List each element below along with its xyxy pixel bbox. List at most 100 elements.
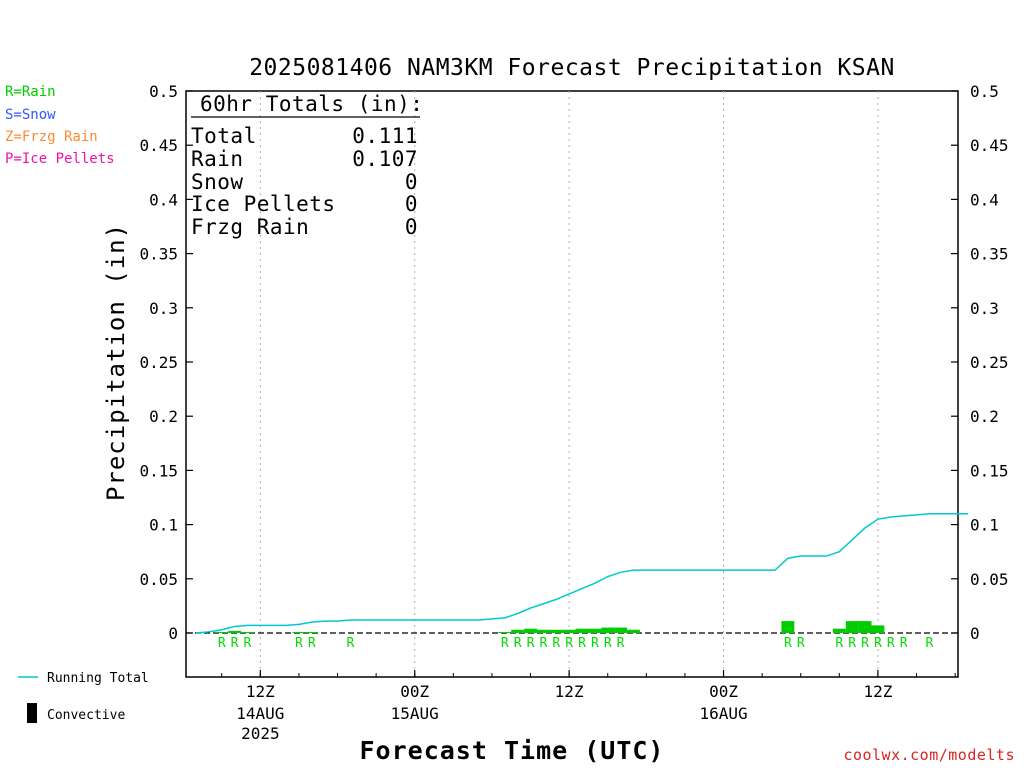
legend-rain: R=Rain <box>5 84 56 100</box>
precip-type-marker: R <box>797 636 805 651</box>
rain-bar <box>241 631 254 633</box>
precip-type-marker: R <box>231 636 239 651</box>
y-tick-label-left: 0.4 <box>149 190 178 209</box>
y-tick-label-left: 0.25 <box>139 353 178 372</box>
y-tick-label-left: 0.05 <box>139 570 178 589</box>
precip-type-marker: R <box>578 636 586 651</box>
running-total-path <box>195 513 968 634</box>
precip-type-marker: R <box>308 636 316 651</box>
y-tick-label-right: 0.4 <box>970 190 999 209</box>
x-tick-label: 00Z <box>709 682 738 701</box>
precip-type-marker: R <box>218 636 226 651</box>
y-tick-label-right: 0.1 <box>970 516 999 535</box>
rain-bars <box>215 621 885 633</box>
rain-bar <box>871 625 885 633</box>
rain-bar <box>524 628 537 633</box>
precip-type-marker: R <box>346 636 354 651</box>
rain-bar <box>845 621 859 633</box>
precip-type-marker: R <box>861 636 869 651</box>
convective-legend-label: Convective <box>47 708 125 723</box>
totals-box: 60hr Totals (in): Total 0.111 Rain 0.107… <box>191 92 423 239</box>
running-total-line <box>195 513 968 634</box>
precip-type-marker: R <box>900 636 908 651</box>
y-tick-label-right: 0.2 <box>970 407 999 426</box>
legend-frzg-rain: Z=Frzg Rain <box>5 129 98 145</box>
series-legend: Running Total Convective <box>18 671 149 723</box>
y-tick-label-left: 0.2 <box>149 407 178 426</box>
y-axis-ticks: 0 00.05 0.050.1 0.10.15 0.150.2 0.20.25 0.250.… <box>139 82 1008 643</box>
totals-value-ice-pellets: 0 <box>405 192 418 216</box>
y-axis-label: Precipitation (in) <box>102 223 130 501</box>
y-tick-label-left: 0 <box>168 624 178 643</box>
totals-value-total: 0.111 <box>352 124 418 148</box>
y-tick-label-right: 0.45 <box>970 136 1009 155</box>
totals-label-rain: Rain <box>191 147 244 171</box>
totals-header: 60hr Totals (in): <box>200 92 423 116</box>
rain-bar <box>215 631 229 633</box>
precip-type-marker: R <box>565 636 573 651</box>
x-tick-date: 14AUG <box>236 704 284 723</box>
precip-type-marker: R <box>604 636 612 651</box>
rain-bar <box>511 629 525 633</box>
chart-title: 2025081406 NAM3KM Forecast Precipitation… <box>249 55 895 81</box>
totals-value-snow: 0 <box>405 170 418 194</box>
rain-bar <box>575 628 589 633</box>
x-tick-label: 12Z <box>863 682 892 701</box>
x-tick-label: 00Z <box>400 682 429 701</box>
x-axis-label: Forecast Time (UTC) <box>360 736 665 765</box>
x-tick-year: 2025 <box>241 724 280 743</box>
legend-snow: S=Snow <box>5 107 56 123</box>
rain-bar <box>781 621 795 633</box>
rain-bar <box>228 630 242 633</box>
precip-type-marker: R <box>244 636 252 651</box>
rain-bar <box>588 628 602 633</box>
rain-bar <box>305 631 319 633</box>
totals-label-snow: Snow <box>191 170 244 194</box>
rain-bar <box>614 627 628 633</box>
y-tick-label-right: 0.5 <box>970 82 999 101</box>
rain-bar <box>601 627 615 633</box>
precip-type-marker: R <box>925 636 933 651</box>
x-tick-date: 15AUG <box>391 704 439 723</box>
precip-type-marker: R <box>784 636 792 651</box>
precip-type-marker: R <box>295 636 303 651</box>
y-tick-label-right: 0.15 <box>970 461 1009 480</box>
y-tick-label-right: 0 <box>970 624 980 643</box>
y-tick-label-left: 0.45 <box>139 136 178 155</box>
precip-type-marker: R <box>539 636 547 651</box>
rain-bar <box>536 629 550 633</box>
y-tick-label-left: 0.35 <box>139 245 178 264</box>
credit-text: coolwx.com/modelts <box>843 746 1015 764</box>
y-tick-label-left: 0.1 <box>149 516 178 535</box>
x-tick-label: 12Z <box>555 682 584 701</box>
x-tick-date: 16AUG <box>699 704 747 723</box>
rain-bar <box>498 631 512 633</box>
y-tick-label-right: 0.3 <box>970 299 999 318</box>
precip-type-marker: R <box>514 636 522 651</box>
running-total-legend-label: Running Total <box>47 671 149 686</box>
y-tick-label-right: 0.05 <box>970 570 1009 589</box>
grid-layer <box>259 91 879 677</box>
x-tick-label: 12Z <box>246 682 275 701</box>
totals-label-frzg-rain: Frzg Rain <box>191 215 309 239</box>
precip-type-marker: R <box>887 636 895 651</box>
y-tick-label-left: 0.3 <box>149 299 178 318</box>
rain-bar <box>562 629 576 633</box>
totals-value-rain: 0.107 <box>352 147 418 171</box>
precip-type-marker: R <box>591 636 599 651</box>
rain-bar <box>549 629 563 633</box>
y-tick-label-left: 0.5 <box>149 82 178 101</box>
precip-type-marker: R <box>848 636 856 651</box>
precip-type-marker: R <box>874 636 882 651</box>
convective-swatch <box>27 703 37 723</box>
y-tick-label-right: 0.25 <box>970 353 1009 372</box>
precip-type-marker: R <box>835 636 843 651</box>
rain-bar <box>832 628 846 633</box>
precip-type-marker: R <box>617 636 625 651</box>
totals-label-total: Total <box>191 124 257 148</box>
rain-bar <box>627 629 640 633</box>
precip-type-marker: R <box>501 636 509 651</box>
